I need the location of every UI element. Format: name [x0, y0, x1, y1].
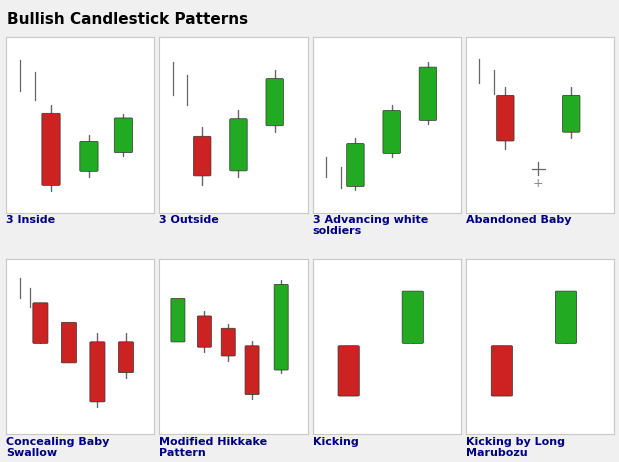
FancyBboxPatch shape — [347, 144, 364, 187]
Text: 3 Inside: 3 Inside — [6, 215, 55, 225]
FancyBboxPatch shape — [118, 342, 134, 373]
FancyBboxPatch shape — [266, 79, 284, 126]
FancyBboxPatch shape — [80, 141, 98, 171]
FancyBboxPatch shape — [419, 67, 436, 121]
Text: Abandoned Baby: Abandoned Baby — [465, 215, 571, 225]
FancyBboxPatch shape — [402, 291, 423, 343]
Text: Concealing Baby
Swallow: Concealing Baby Swallow — [6, 437, 110, 458]
Text: Bullish Candlestick Patterns: Bullish Candlestick Patterns — [7, 12, 249, 26]
FancyBboxPatch shape — [563, 95, 580, 132]
FancyBboxPatch shape — [197, 316, 212, 347]
FancyBboxPatch shape — [194, 136, 211, 176]
Text: 3 Advancing white
soldiers: 3 Advancing white soldiers — [313, 215, 428, 237]
FancyBboxPatch shape — [33, 303, 48, 343]
FancyBboxPatch shape — [383, 110, 400, 153]
Text: +: + — [533, 177, 543, 190]
FancyBboxPatch shape — [115, 118, 132, 152]
FancyBboxPatch shape — [338, 346, 359, 396]
FancyBboxPatch shape — [171, 298, 185, 342]
FancyBboxPatch shape — [42, 113, 60, 185]
FancyBboxPatch shape — [555, 291, 576, 343]
Text: 3 Outside: 3 Outside — [160, 215, 219, 225]
Text: Kicking by Long
Marubozu: Kicking by Long Marubozu — [465, 437, 565, 458]
Text: Modified Hikkake
Pattern: Modified Hikkake Pattern — [160, 437, 267, 458]
FancyBboxPatch shape — [274, 284, 288, 370]
FancyBboxPatch shape — [491, 346, 513, 396]
FancyBboxPatch shape — [245, 346, 259, 395]
FancyBboxPatch shape — [496, 95, 514, 141]
Text: Kicking: Kicking — [313, 437, 358, 447]
FancyBboxPatch shape — [61, 322, 77, 363]
FancyBboxPatch shape — [90, 342, 105, 402]
FancyBboxPatch shape — [221, 328, 235, 356]
FancyBboxPatch shape — [230, 119, 247, 171]
